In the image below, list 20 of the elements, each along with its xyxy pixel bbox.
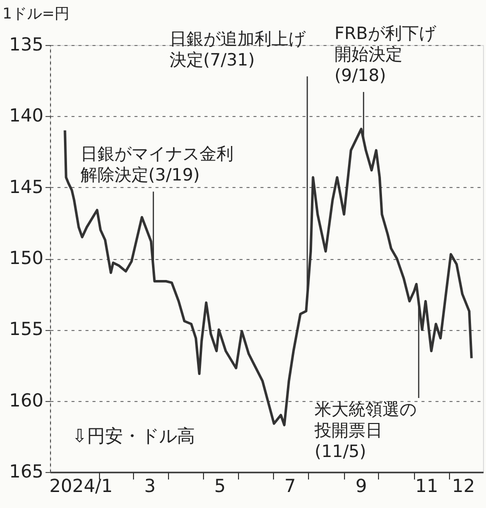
x-tick-label: 2024/1 (49, 476, 113, 497)
annotation: 日銀がマイナス金利解除決定(3/19) (80, 144, 234, 186)
annotation: ⇩円安・ドル高 (72, 426, 196, 447)
x-tick-label: 3 (144, 476, 156, 497)
y-tick-label: 165 (9, 462, 44, 482)
y-tick-label: 140 (9, 106, 44, 127)
y-tick-label: 160 (9, 390, 44, 412)
y-tick-label: 155 (9, 319, 44, 340)
x-tick-label: 11 (415, 476, 438, 497)
annotation: 日銀が追加利上げ決定(7/31) (169, 29, 306, 70)
x-tick-label: 5 (214, 476, 226, 497)
annotation: 米大統領選の投開票日(11/5) (314, 400, 417, 462)
y-tick-label: 150 (9, 248, 44, 269)
x-tick-label: 9 (356, 476, 367, 497)
y-axis-title: 1ドル=円 (2, 4, 70, 22)
y-tick-label: 145 (9, 176, 44, 198)
annotation: FRBが利下げ開始決定(9/18) (334, 24, 437, 86)
x-tick-label: 7 (284, 476, 296, 497)
x-tick-label: 12 (452, 476, 475, 497)
y-tick-label: 135 (9, 34, 44, 56)
